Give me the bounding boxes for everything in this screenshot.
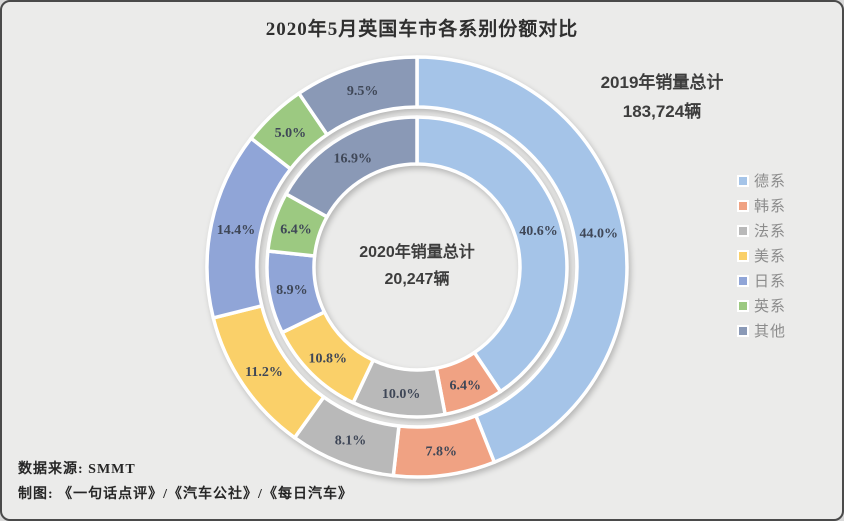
legend-swatch-德系 xyxy=(737,174,749,187)
ring-inner xyxy=(265,115,569,419)
segment-value-outer-韩系: 7.8% xyxy=(426,444,458,459)
legend-swatch-英系 xyxy=(737,299,749,312)
legend-swatch-其他 xyxy=(737,324,749,337)
segment-value-outer-日系: 14.4% xyxy=(217,223,256,238)
ring-outer xyxy=(205,55,629,479)
segment-value-inner-韩系: 6.4% xyxy=(449,379,481,394)
segment-value-outer-美系: 11.2% xyxy=(245,365,283,380)
legend-item-韩系: 韩系 xyxy=(737,195,786,216)
segment-outer-德系 xyxy=(415,55,629,464)
legend-label-韩系: 韩系 xyxy=(754,198,787,215)
credit-line: 制图: 《一句话点评》/《汽车公社》/《每日汽车》 xyxy=(18,487,353,502)
segment-value-inner-其他: 16.9% xyxy=(333,152,372,167)
outer-ring-total-label: 2019年销量总计 183,724辆 xyxy=(557,68,767,126)
legend-item-法系: 法系 xyxy=(737,220,786,241)
legend-item-美系: 美系 xyxy=(737,245,786,266)
segment-outer-其他 xyxy=(297,55,419,137)
segment-inner-德系 xyxy=(415,115,569,394)
legend-swatch-美系 xyxy=(737,249,749,262)
legend-item-日系: 日系 xyxy=(737,270,786,291)
legend-label-英系: 英系 xyxy=(754,298,787,315)
legend-item-英系: 英系 xyxy=(737,295,786,316)
segment-value-inner-法系: 10.0% xyxy=(382,387,421,402)
legend-swatch-法系 xyxy=(737,224,749,237)
legend-label-美系: 美系 xyxy=(754,248,787,265)
legend-label-法系: 法系 xyxy=(754,223,787,240)
legend-label-日系: 日系 xyxy=(754,273,787,290)
segment-inner-其他 xyxy=(284,115,419,219)
data-source-line: 数据来源: SMMT xyxy=(18,462,136,477)
center-total-line1: 2020年销量总计 xyxy=(359,244,475,261)
chart-title: 2020年5月英国车市各系别份额对比 xyxy=(265,19,579,40)
chart-legend: 德系韩系法系美系日系英系其他 xyxy=(737,170,786,341)
segment-value-outer-英系: 5.0% xyxy=(275,126,307,141)
segment-value-outer-德系: 44.0% xyxy=(579,226,618,241)
segment-value-inner-英系: 6.4% xyxy=(280,223,312,238)
legend-item-德系: 德系 xyxy=(737,170,786,191)
segment-value-inner-美系: 10.8% xyxy=(309,351,348,366)
segment-value-outer-其他: 9.5% xyxy=(347,84,379,99)
outer-total-line2: 183,724辆 xyxy=(622,102,702,121)
outer-total-line1: 2019年销量总计 xyxy=(600,73,724,92)
center-total-label: 2020年销量总计 20,247辆 xyxy=(317,239,517,293)
legend-swatch-韩系 xyxy=(737,199,749,212)
segment-value-inner-德系: 40.6% xyxy=(519,224,558,239)
center-total-line2: 20,247辆 xyxy=(384,271,450,288)
legend-swatch-日系 xyxy=(737,274,749,287)
segment-value-inner-日系: 8.9% xyxy=(276,283,308,298)
segment-value-outer-法系: 8.1% xyxy=(335,434,367,449)
legend-label-其他: 其他 xyxy=(754,323,787,340)
chart-footer: 数据来源: SMMT 制图: 《一句话点评》/《汽车公社》/《每日汽车》 xyxy=(18,457,353,507)
legend-label-德系: 德系 xyxy=(754,173,787,190)
legend-item-其他: 其他 xyxy=(737,320,786,341)
